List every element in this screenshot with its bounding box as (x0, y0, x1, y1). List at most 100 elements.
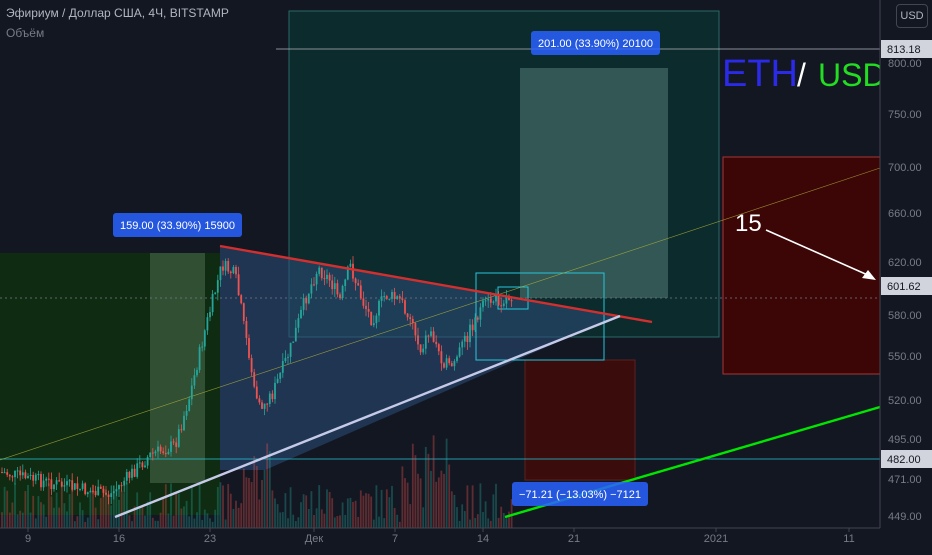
candle-body (432, 331, 435, 342)
title-slash: / (797, 57, 806, 93)
volume-bar (505, 516, 508, 528)
volume-bar (99, 497, 102, 528)
candle-body (214, 292, 217, 294)
candle-body (352, 263, 354, 279)
price-label: 601.62 (887, 281, 921, 293)
price-label-bg (881, 40, 932, 58)
candle-body (19, 470, 22, 476)
resistance-line[interactable] (219, 244, 653, 324)
volume-bar (271, 490, 274, 528)
volume-bar (125, 482, 128, 528)
candle-body (136, 463, 139, 477)
candle-body (146, 457, 149, 466)
target-inner-box (520, 68, 668, 298)
volume-bar (248, 477, 250, 528)
candle-body (99, 486, 102, 489)
candle-body (502, 303, 505, 306)
candle-body (414, 323, 417, 336)
volume-bar (411, 443, 414, 528)
volume-bar (443, 473, 445, 528)
candle-body (401, 298, 404, 301)
candle-body (203, 330, 206, 347)
candle-body (159, 446, 162, 452)
volume-bar (414, 455, 417, 528)
volume-bar (229, 493, 232, 528)
candle-body (105, 492, 107, 495)
candle-body (237, 274, 240, 296)
volume-bar (136, 492, 139, 528)
candle-body (37, 473, 40, 475)
volume-bar (167, 513, 170, 528)
volume-bar (313, 514, 315, 528)
volume-bar (375, 485, 378, 528)
currency-button[interactable]: USD (896, 4, 928, 28)
candle-body (81, 483, 84, 489)
candle-body (274, 382, 276, 400)
volume-bar (357, 517, 360, 528)
volume-bar (466, 485, 469, 528)
volume-bar (320, 509, 323, 528)
candle-body (1, 472, 3, 473)
volume-bar (378, 516, 380, 528)
candle-body (357, 283, 360, 286)
volume-bar (1, 512, 3, 528)
candle-body (138, 462, 141, 464)
support-line[interactable] (114, 314, 621, 519)
candle-body (315, 273, 318, 285)
y-tick-label: 750.00 (888, 109, 922, 121)
volume-bar (398, 521, 401, 528)
candle-body (107, 494, 110, 497)
candle-body (120, 485, 123, 487)
candle-body (453, 361, 456, 367)
candle-body (29, 474, 32, 476)
candle-body (266, 403, 269, 405)
candle-body (349, 263, 352, 267)
candle-body (86, 492, 89, 495)
volume-bar (367, 493, 370, 528)
candle-body (422, 348, 425, 353)
volume-bar (419, 478, 422, 528)
candle-body (500, 305, 503, 307)
candle-body (66, 481, 68, 486)
volume-bar (232, 508, 235, 528)
candle-body (92, 490, 94, 492)
volume-bar (201, 519, 204, 528)
candle-body (133, 468, 136, 477)
x-tick-label: 2021 (704, 533, 728, 545)
volume-bar (383, 518, 386, 528)
title-eth: ETH (722, 53, 798, 95)
candle-body (463, 335, 466, 342)
candle-body (331, 280, 334, 290)
candle-body (305, 298, 308, 304)
volume-bar (427, 453, 430, 528)
volume-bar (89, 491, 92, 528)
volume-bar (354, 500, 357, 528)
volume-bar (6, 490, 9, 528)
candle-body (404, 300, 406, 314)
volume-bar (305, 495, 308, 528)
long-zone-light (150, 253, 205, 483)
measure-long-label: 159.00 (33.90%) 15900 (120, 220, 235, 232)
volume-bar (349, 497, 352, 528)
candle-body (289, 342, 292, 357)
y-tick-label: 495.00 (888, 434, 922, 446)
volume-bar (430, 470, 432, 528)
volume-bar (331, 498, 334, 528)
candle-body (287, 356, 289, 358)
volume-bar (508, 511, 510, 528)
candle-body (443, 363, 445, 368)
volume-bar (159, 512, 162, 528)
candle-body (79, 488, 81, 490)
volume-bar (92, 484, 94, 528)
volume-bar (326, 489, 328, 528)
candle-body (123, 480, 126, 486)
candle-body (326, 274, 328, 280)
measure-drop-bg (512, 482, 648, 506)
candle-body (367, 309, 370, 312)
volume-bar (396, 514, 399, 528)
volume-bar (404, 478, 406, 528)
volume-bar (55, 492, 58, 528)
candle-body (162, 451, 165, 453)
candle-body (365, 305, 367, 310)
